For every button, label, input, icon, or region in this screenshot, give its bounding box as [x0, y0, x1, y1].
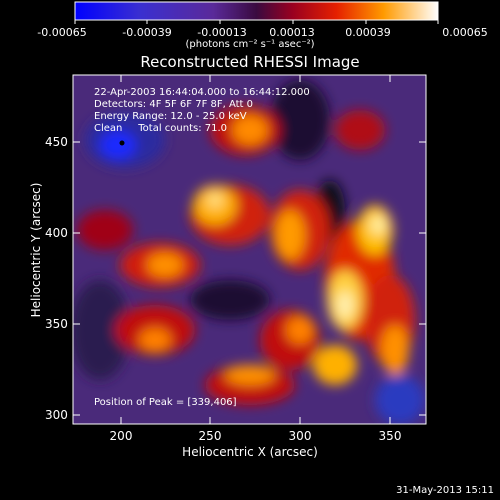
- colorbar: [74, 1, 439, 21]
- x-tick-label: 300: [288, 429, 312, 443]
- y-tick-label: 400: [45, 226, 68, 240]
- x-tick-label: 200: [109, 429, 133, 443]
- info-energy: Energy Range: 12.0 - 25.0 keV: [94, 111, 247, 122]
- info-detectors: Detectors: 4F 5F 6F 7F 8F, Att 0: [94, 99, 254, 110]
- colorbar-tick-label: -0.00039: [122, 26, 172, 39]
- colorbar-tick-label: -0.00065: [37, 26, 87, 39]
- x-ticks: [120, 75, 391, 424]
- colorbar-tick-label: -0.00013: [197, 26, 247, 39]
- y-tick-label: 350: [45, 317, 68, 331]
- colorbar-tick-label: 0.00039: [345, 26, 391, 39]
- peak-position: Position of Peak = [339,406]: [94, 397, 237, 408]
- info-clean: Clean Total counts: 71.0: [94, 123, 228, 134]
- y-axis-label: Heliocentric Y (arcsec): [29, 182, 43, 318]
- colorbar-tick-label: 0.00065: [442, 26, 488, 39]
- footer-date: 31-May-2013 15:11: [396, 485, 494, 496]
- colorbar-tick-label: 0.00013: [269, 26, 315, 39]
- info-time: 22-Apr-2003 16:44:04.000 to 16:44:12.000: [94, 87, 310, 98]
- y-tick-label: 450: [45, 135, 68, 149]
- colorbar-unit: (photons cm⁻² s⁻¹ asec⁻²): [185, 39, 315, 50]
- x-axis-label: Heliocentric X (arcsec): [182, 445, 318, 459]
- y-tick-label: 300: [45, 408, 68, 422]
- colorbar-ticks: [74, 20, 439, 24]
- rhessi-image: [73, 75, 426, 424]
- peak-marker: [119, 140, 125, 146]
- plot-title: Reconstructed RHESSI Image: [140, 53, 360, 71]
- x-tick-label: 350: [378, 429, 402, 443]
- observation-info: 22-Apr-2003 16:44:04.000 to 16:44:12.000…: [94, 87, 310, 135]
- x-tick-label: 250: [198, 429, 222, 443]
- image-frame: [72, 74, 427, 425]
- y-ticks: [73, 141, 426, 416]
